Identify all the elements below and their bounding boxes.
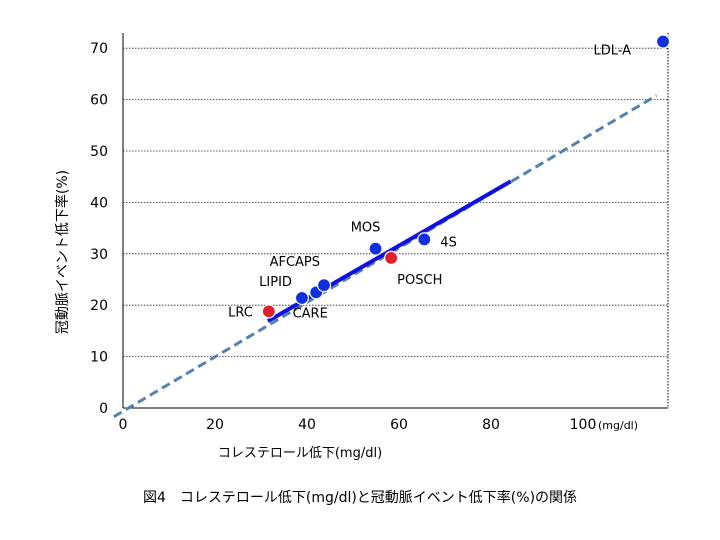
point-posch: [384, 250, 399, 266]
y-tick-label-30: 30: [90, 247, 108, 263]
point-lipid: [294, 290, 310, 306]
x-tick-label-80: 80: [482, 417, 500, 433]
x-tick-label-60: 60: [390, 417, 408, 433]
point-label-4s: 4S: [440, 235, 457, 250]
point-ldl-a: [655, 34, 671, 49]
point-label-afcaps: AFCAPS: [270, 255, 320, 270]
point-label-posch: POSCH: [397, 273, 442, 288]
tick-labels: 0 10 20 30 40 50 60 70 0 20 40 60 80 100: [90, 41, 596, 433]
x-tick-label-40: 40: [298, 417, 316, 433]
point-4s: [417, 232, 432, 247]
point-mos: [368, 241, 383, 256]
point-label-lrc: LRC: [228, 305, 253, 320]
y-tick-label-50: 50: [90, 144, 108, 160]
axes: [122, 33, 669, 409]
grid-lines: [123, 47, 668, 358]
x-tick-label-100: 100: [570, 417, 597, 433]
point-label-mos: MOS: [351, 221, 381, 236]
y-tick-label-60: 60: [90, 93, 108, 109]
point-label-care: CARE: [293, 306, 328, 321]
y-axis-label: 冠動脈イベント低下率(%): [54, 170, 71, 334]
x-axis-unit: (mg/dl): [598, 419, 638, 432]
data-points: [261, 34, 671, 319]
point-label-ldl-a: LDL-A: [593, 44, 631, 59]
y-tick-label-20: 20: [90, 298, 108, 314]
y-tick-label-70: 70: [90, 41, 108, 57]
point-afcaps: [316, 278, 332, 293]
y-tick-label-0: 0: [99, 401, 108, 417]
point-label-lipid: LIPID: [259, 275, 292, 290]
point-lrc: [261, 304, 276, 319]
x-tick-label-0: 0: [119, 417, 128, 433]
x-tick-label-20: 20: [206, 417, 224, 433]
point-labels: LRC LIPID CARE AFCAPS MOS POSCH 4S LDL-A: [228, 44, 631, 322]
x-axis-label: コレステロール低下(mg/dl): [218, 446, 382, 461]
y-tick-label-10: 10: [90, 350, 108, 366]
figure-caption: 図4 コレステロール低下(mg/dl)と冠動脈イベント低下率(%)の関係: [142, 490, 578, 506]
y-tick-label-40: 40: [90, 195, 108, 211]
